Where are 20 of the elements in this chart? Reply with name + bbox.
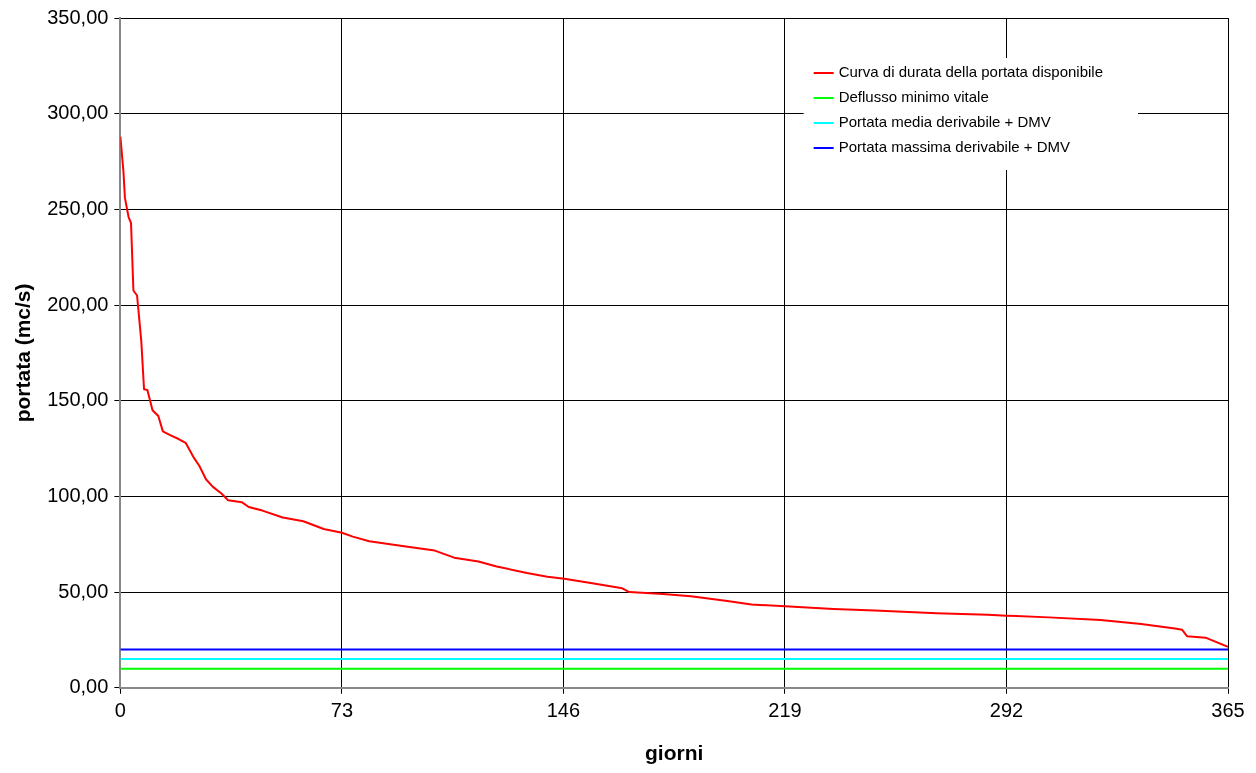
x-tick-label: 73 [330, 699, 354, 722]
y-tick-label: 0,00 [69, 675, 109, 698]
y-tick-label: 100,00 [47, 483, 109, 506]
legend-label: Deflusso minimo vitale [838, 88, 989, 106]
legend-label: Portata massima derivabile + DMV [838, 138, 1071, 156]
legend-label: Portata media derivabile + DMV [838, 113, 1051, 131]
y-tick-label: 300,00 [47, 101, 109, 124]
x-tick-label: 146 [546, 699, 581, 722]
x-tick-label: 365 [1211, 699, 1245, 722]
y-tick-label: 150,00 [47, 388, 109, 411]
x-axis-title: giorni [645, 741, 704, 765]
x-tick-label: 219 [768, 699, 802, 722]
y-tick-label: 200,00 [47, 292, 109, 315]
y-axis-title: portata (mc/s) [11, 283, 35, 423]
legend-label: Curva di durata della portata disponibile [838, 63, 1104, 81]
y-tick-label: 50,00 [58, 579, 109, 602]
y-tick-label: 250,00 [47, 196, 109, 219]
x-tick-label: 0 [114, 699, 126, 722]
x-tick-label: 292 [989, 699, 1024, 722]
y-tick-label: 350,00 [47, 5, 109, 28]
